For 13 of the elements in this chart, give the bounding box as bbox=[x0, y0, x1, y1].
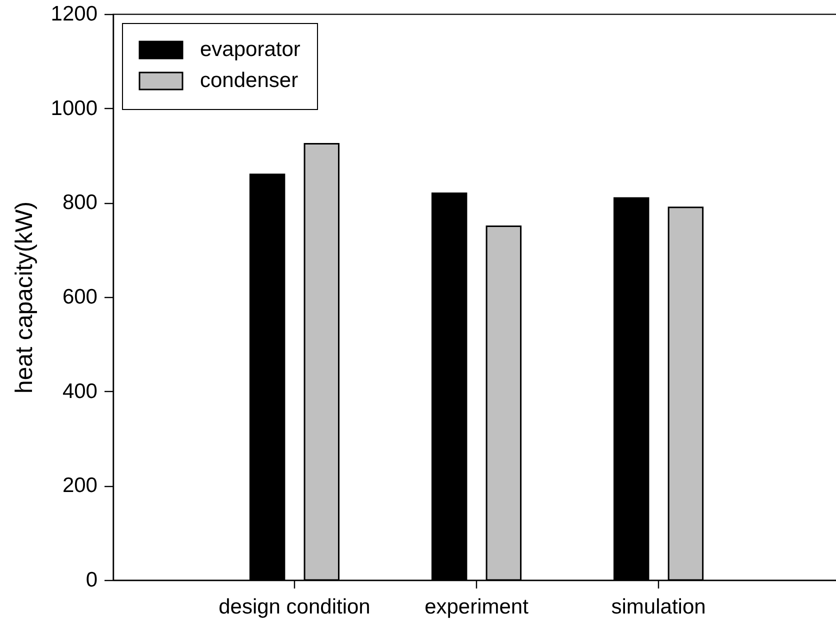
x-tick-label: design condition bbox=[218, 596, 370, 618]
y-tick-label: 0 bbox=[86, 568, 98, 592]
y-tick-label: 200 bbox=[62, 474, 98, 498]
legend-label: condenser bbox=[200, 69, 298, 92]
y-tick-label: 1000 bbox=[50, 96, 98, 120]
y-tick-label: 600 bbox=[62, 286, 98, 308]
y-axis-title: heat capacity(kW) bbox=[10, 201, 38, 394]
legend-label: evaporator bbox=[200, 38, 300, 61]
y-tick-label: 800 bbox=[62, 191, 98, 214]
y-tick-label: 400 bbox=[62, 380, 98, 403]
x-tick-label: simulation bbox=[611, 596, 706, 618]
x-tick-label: experiment bbox=[424, 596, 529, 618]
y-tick-label: 1200 bbox=[50, 2, 98, 26]
